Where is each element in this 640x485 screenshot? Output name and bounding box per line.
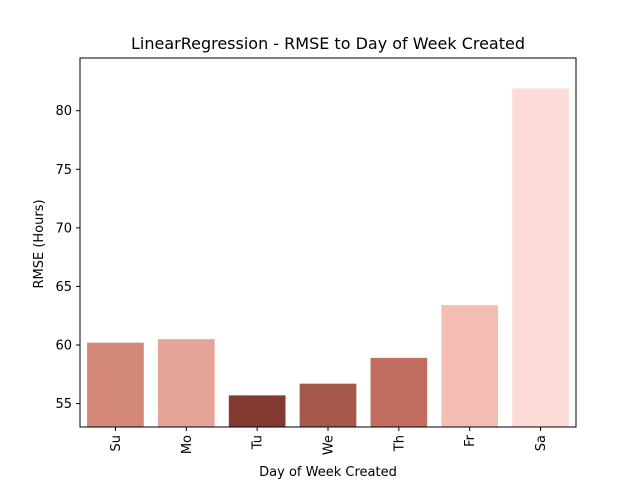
y-tick-label: 60 [55,339,72,354]
x-tick-label-we: We [322,435,337,455]
bar-fr [441,305,499,427]
y-axis: 55 60 65 70 75 80 [55,104,80,412]
x-tick-label-su: Su [109,435,124,452]
y-tick-label: 65 [55,280,72,295]
bar-sa [512,88,569,427]
bars-group [87,88,569,427]
y-axis-label: RMSE (Hours) [32,199,47,288]
bar-tu [228,395,286,427]
bar-we [299,383,357,427]
x-tick-label-mo: Mo [180,435,195,454]
y-tick-label: 55 [55,397,72,412]
bar-su [87,342,144,427]
x-tick-label-fr: Fr [463,434,478,447]
x-axis-label: Day of Week Created [259,465,397,480]
x-tick-label-sa: Sa [534,435,549,451]
bar-mo [157,339,215,427]
x-axis: Su Mo Tu We Th Fr Sa [109,427,549,455]
chart-title: LinearRegression - RMSE to Day of Week C… [131,34,525,53]
bar-th [370,357,428,427]
y-tick-label: 80 [55,104,72,119]
x-tick-label-th: Th [392,435,407,452]
plot-frame [79,57,577,428]
x-tick-label-tu: Tu [251,435,266,450]
y-tick-label: 70 [55,221,72,236]
y-tick-label: 75 [55,163,72,178]
